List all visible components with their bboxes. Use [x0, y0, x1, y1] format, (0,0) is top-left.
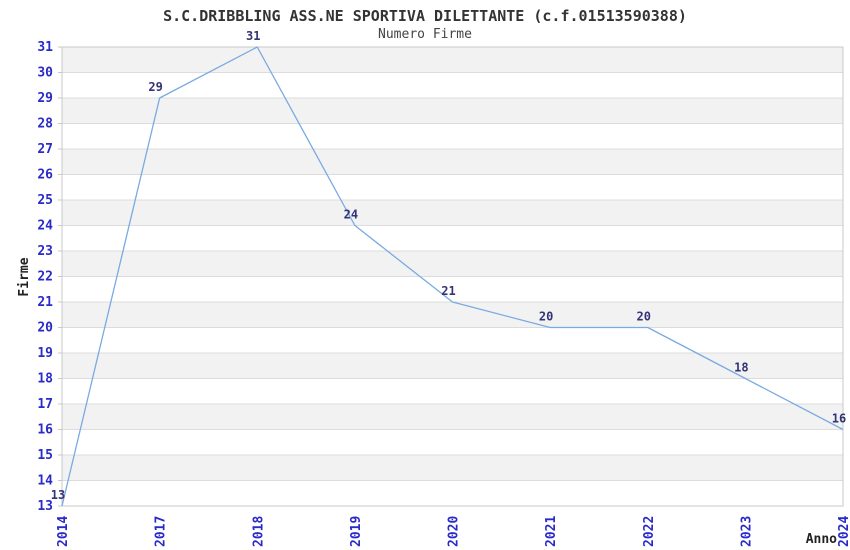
y-tick-label: 19 [37, 346, 53, 361]
plot-bands [62, 47, 843, 481]
plot-border-rect [61, 46, 844, 507]
y-tick-label: 21 [37, 295, 53, 310]
point-label: 21 [441, 284, 455, 298]
y-tick-label: 16 [37, 423, 53, 438]
plot-border [61, 46, 844, 507]
y-tick-label: 28 [37, 117, 53, 132]
x-tick-label: 2024 [837, 516, 850, 547]
x-tick-label: 2014 [56, 516, 71, 547]
gridlines [58, 46, 843, 507]
y-tick-label: 27 [37, 142, 53, 157]
y-tick-label: 20 [37, 321, 53, 336]
y-tick-label: 22 [37, 270, 53, 285]
y-tick-label: 13 [37, 499, 53, 514]
y-tick-label: 30 [37, 66, 53, 81]
chart-subtitle: Numero Firme [378, 27, 472, 42]
point-label: 29 [148, 80, 162, 94]
point-label: 20 [539, 310, 553, 324]
plot-band [62, 47, 843, 73]
y-axis-title: Firme [17, 257, 32, 296]
point-labels: 13 29 31 24 21 20 20 18 16 [51, 29, 846, 502]
point-label: 16 [832, 412, 846, 426]
plot-band [62, 455, 843, 481]
data-line [61, 46, 844, 507]
y-tick-label: 18 [37, 372, 53, 387]
data-series [61, 46, 844, 507]
y-tick-label: 15 [37, 448, 53, 463]
x-tick-label: 2020 [447, 516, 462, 547]
y-tick-label: 24 [37, 219, 53, 234]
x-tick-label: 2021 [544, 516, 559, 547]
x-tick-label: 2022 [642, 516, 657, 547]
point-label: 20 [637, 310, 651, 324]
plot-band [62, 404, 843, 430]
y-tick-label: 26 [37, 168, 53, 183]
x-tick-label: 2019 [349, 516, 364, 547]
y-tick-label: 14 [37, 474, 53, 489]
x-tick-label: 2023 [739, 516, 754, 547]
y-tick-label: 29 [37, 91, 53, 106]
plot-band [62, 200, 843, 226]
y-tick-label: 17 [37, 397, 53, 412]
point-label: 24 [344, 208, 358, 222]
x-axis-tick-labels: 2014 2017 2018 2019 2020 2021 2022 2023 2024 [56, 516, 850, 547]
point-label: 31 [246, 29, 260, 43]
x-tick-label: 2018 [251, 516, 266, 547]
plot-band [62, 353, 843, 379]
point-label: 13 [51, 488, 65, 502]
plot-band [62, 98, 843, 124]
chart-title: S.C.DRIBBLING ASS.NE SPORTIVA DILETTANTE… [163, 7, 687, 25]
x-tick-label: 2017 [154, 516, 169, 547]
x-axis-title: Anno [806, 532, 837, 547]
y-axis-tick-labels: 13 14 15 16 17 18 19 20 21 22 23 24 25 26 27 28 29 30 31 [37, 40, 53, 514]
point-label: 18 [734, 361, 748, 375]
plot-band [62, 251, 843, 277]
y-tick-label: 31 [37, 40, 53, 55]
y-tick-label: 23 [37, 244, 53, 259]
y-tick-label: 25 [37, 193, 53, 208]
plot-band [62, 302, 843, 328]
plot-band [62, 149, 843, 175]
